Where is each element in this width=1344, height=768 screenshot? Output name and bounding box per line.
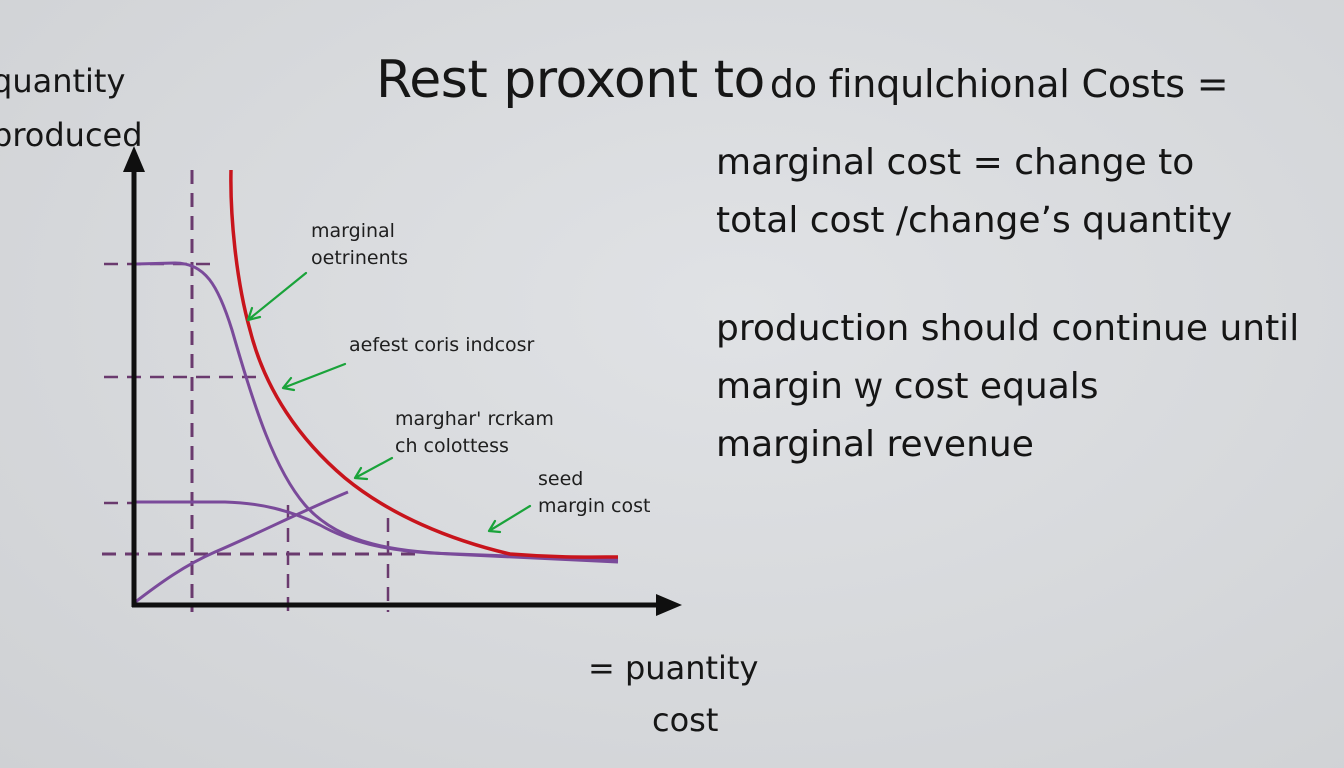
rule-line: marginal revenue xyxy=(716,424,1034,465)
annotation-arrow xyxy=(353,456,394,481)
annotation-cost: aefest coris indcosr xyxy=(349,332,534,359)
title-main: Rest proxont to xyxy=(376,50,765,110)
y-axis-label-line1: quantity xyxy=(0,62,126,100)
marginal-cost-definition: marginal cost = change to total cost /ch… xyxy=(716,134,1232,250)
rule-line: margin ꝡ cost equals xyxy=(716,366,1099,407)
annotation-line: marginal xyxy=(311,220,395,242)
title-rest: do finqulchional Costs = xyxy=(769,62,1229,106)
rule-line: production should continue until xyxy=(716,308,1300,349)
annotation-line: aefest coris indcosr xyxy=(349,334,535,356)
x-axis-arrowhead xyxy=(656,594,682,616)
y-axis-label-line2: produced xyxy=(0,116,143,154)
annotation-arrow xyxy=(281,362,347,392)
page-title: Rest proxont to do finqulchional Costs = xyxy=(376,54,1229,106)
x-axis-label-line1: = puantity xyxy=(588,649,759,687)
marginal-cost-curve xyxy=(229,169,619,559)
annotation-arrow xyxy=(246,271,308,322)
annotation-marginal: marginal oetrinents xyxy=(311,218,408,272)
annotation-line: ch colottess xyxy=(395,435,509,457)
annotation-line: margin cost xyxy=(538,495,651,517)
annotation-line: marghar' rcrkam xyxy=(395,408,554,430)
rising-cost-curve xyxy=(133,490,349,605)
definition-line: total cost /change’s quantity xyxy=(716,200,1233,241)
annotation-arrow xyxy=(487,504,532,534)
annotation-marginal-cost: marghar' rcrkam ch colottess xyxy=(395,406,554,460)
x-axis-label-line2: cost xyxy=(652,701,719,739)
annotation-line: seed xyxy=(538,468,584,490)
definition-line: marginal cost = change to xyxy=(716,142,1195,183)
annotation-line: oetrinents xyxy=(311,247,408,269)
y-axis-label: quantity produced xyxy=(0,54,143,162)
x-axis-label: = puantity cost xyxy=(588,642,758,746)
y-axis-arrowhead xyxy=(123,146,145,172)
annotation-seed-margin-cost: seed margin cost xyxy=(538,466,650,520)
production-rule: production should continue until margin … xyxy=(716,300,1299,474)
